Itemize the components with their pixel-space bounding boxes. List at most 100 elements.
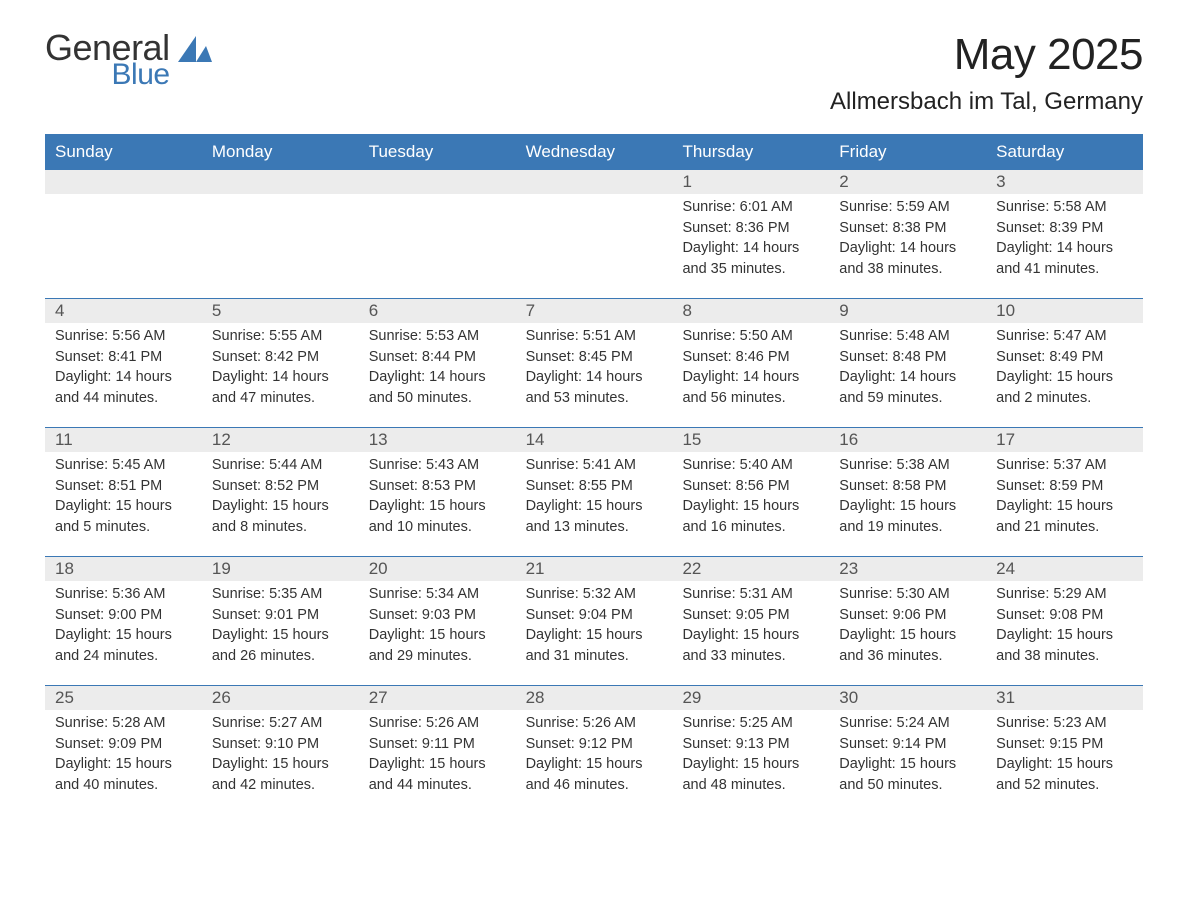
cell-sunrise: Sunrise: 5:28 AM <box>55 714 192 734</box>
cell-sunrise: Sunrise: 5:58 AM <box>996 198 1133 218</box>
cell-daylight1: Daylight: 15 hours <box>526 755 663 775</box>
cell-sunrise: Sunrise: 5:56 AM <box>55 327 192 347</box>
cell-daylight1: Daylight: 15 hours <box>526 497 663 517</box>
cell-daylight1: Daylight: 15 hours <box>212 755 349 775</box>
cell-daylight2: and 21 minutes. <box>996 518 1133 538</box>
calendar-cell: 22Sunrise: 5:31 AMSunset: 9:05 PMDayligh… <box>672 557 829 685</box>
cell-sunset: Sunset: 8:56 PM <box>682 477 819 497</box>
cell-sunset: Sunset: 8:48 PM <box>839 348 976 368</box>
day-number: 3 <box>986 170 1143 194</box>
calendar: Sunday Monday Tuesday Wednesday Thursday… <box>45 134 1143 814</box>
day-number <box>202 170 359 194</box>
cell-sunrise: Sunrise: 5:41 AM <box>526 456 663 476</box>
calendar-cell: 21Sunrise: 5:32 AMSunset: 9:04 PMDayligh… <box>516 557 673 685</box>
cell-sunset: Sunset: 8:59 PM <box>996 477 1133 497</box>
cell-sunrise: Sunrise: 5:48 AM <box>839 327 976 347</box>
cell-sunset: Sunset: 8:55 PM <box>526 477 663 497</box>
day-number: 16 <box>829 428 986 452</box>
day-number: 4 <box>45 299 202 323</box>
cell-daylight1: Daylight: 15 hours <box>55 497 192 517</box>
weeks-container: 1Sunrise: 6:01 AMSunset: 8:36 PMDaylight… <box>45 170 1143 814</box>
cell-daylight2: and 42 minutes. <box>212 776 349 796</box>
cell-daylight1: Daylight: 14 hours <box>369 368 506 388</box>
cell-daylight2: and 29 minutes. <box>369 647 506 667</box>
cell-daylight2: and 38 minutes. <box>839 260 976 280</box>
calendar-cell <box>516 170 673 298</box>
calendar-cell <box>45 170 202 298</box>
day-number: 10 <box>986 299 1143 323</box>
cell-daylight2: and 8 minutes. <box>212 518 349 538</box>
day-number: 14 <box>516 428 673 452</box>
cell-sunset: Sunset: 8:53 PM <box>369 477 506 497</box>
calendar-cell: 9Sunrise: 5:48 AMSunset: 8:48 PMDaylight… <box>829 299 986 427</box>
day-number: 12 <box>202 428 359 452</box>
calendar-cell: 31 Sunrise: 5:23 AMSunset: 9:15 PMDayligh… <box>986 686 1143 814</box>
cell-daylight1: Daylight: 14 hours <box>996 239 1133 259</box>
cell-content: Sunrise: 5:36 AMSunset: 9:00 PMDaylight:… <box>45 585 202 666</box>
day-number: 13 <box>359 428 516 452</box>
cell-sunset: Sunset: 9:04 PM <box>526 606 663 626</box>
cell-daylight2: and 50 minutes. <box>839 776 976 796</box>
cell-sunrise: Sunrise: 5:53 AM <box>369 327 506 347</box>
day-header-thursday: Thursday <box>672 134 829 170</box>
cell-daylight1: Daylight: 14 hours <box>682 239 819 259</box>
cell-daylight2: and 48 minutes. <box>682 776 819 796</box>
title-block: May 2025 Allmersbach im Tal, Germany <box>830 30 1143 116</box>
cell-content: Sunrise: 5:26 AMSunset: 9:12 PMDaylight:… <box>516 714 673 795</box>
cell-daylight1: Daylight: 15 hours <box>369 626 506 646</box>
cell-content: Sunrise: 5:23 AMSunset: 9:15 PMDaylight:… <box>986 714 1143 795</box>
cell-sunset: Sunset: 8:41 PM <box>55 348 192 368</box>
cell-daylight1: Daylight: 14 hours <box>526 368 663 388</box>
week-row: 25Sunrise: 5:28 AMSunset: 9:09 PMDayligh… <box>45 685 1143 814</box>
cell-daylight1: Daylight: 15 hours <box>369 755 506 775</box>
day-number: 9 <box>829 299 986 323</box>
cell-sunrise: Sunrise: 5:29 AM <box>996 585 1133 605</box>
cell-daylight2: and 46 minutes. <box>526 776 663 796</box>
calendar-cell: 13 Sunrise: 5:43 AMSunset: 8:53 PMDayligh… <box>359 428 516 556</box>
cell-content: Sunrise: 5:31 AMSunset: 9:05 PMDaylight:… <box>672 585 829 666</box>
cell-content: Sunrise: 5:38 AMSunset: 8:58 PMDaylight:… <box>829 456 986 537</box>
cell-sunset: Sunset: 8:52 PM <box>212 477 349 497</box>
day-number: 15 <box>672 428 829 452</box>
cell-daylight2: and 35 minutes. <box>682 260 819 280</box>
cell-daylight2: and 13 minutes. <box>526 518 663 538</box>
cell-daylight1: Daylight: 15 hours <box>55 755 192 775</box>
cell-sunset: Sunset: 8:38 PM <box>839 219 976 239</box>
day-number: 7 <box>516 299 673 323</box>
cell-daylight1: Daylight: 15 hours <box>996 368 1133 388</box>
cell-sunrise: Sunrise: 5:40 AM <box>682 456 819 476</box>
cell-content: Sunrise: 5:32 AMSunset: 9:04 PMDaylight:… <box>516 585 673 666</box>
calendar-cell: 4Sunrise: 5:56 AMSunset: 8:41 PMDaylight… <box>45 299 202 427</box>
day-number: 31 <box>986 686 1143 710</box>
calendar-cell: 5Sunrise: 5:55 AMSunset: 8:42 PMDaylight… <box>202 299 359 427</box>
cell-sunrise: Sunrise: 5:26 AM <box>526 714 663 734</box>
cell-sunset: Sunset: 8:36 PM <box>682 219 819 239</box>
day-header-row: Sunday Monday Tuesday Wednesday Thursday… <box>45 134 1143 170</box>
cell-content: Sunrise: 5:50 AMSunset: 8:46 PMDaylight:… <box>672 327 829 408</box>
cell-daylight2: and 41 minutes. <box>996 260 1133 280</box>
calendar-cell: 23Sunrise: 5:30 AMSunset: 9:06 PMDayligh… <box>829 557 986 685</box>
cell-daylight1: Daylight: 14 hours <box>682 368 819 388</box>
day-number <box>359 170 516 194</box>
cell-daylight1: Daylight: 14 hours <box>839 239 976 259</box>
week-row: 1Sunrise: 6:01 AMSunset: 8:36 PMDaylight… <box>45 170 1143 298</box>
cell-daylight1: Daylight: 15 hours <box>839 497 976 517</box>
cell-content: Sunrise: 5:29 AMSunset: 9:08 PMDaylight:… <box>986 585 1143 666</box>
cell-sunrise: Sunrise: 5:23 AM <box>996 714 1133 734</box>
cell-daylight1: Daylight: 15 hours <box>839 626 976 646</box>
day-number: 28 <box>516 686 673 710</box>
day-number: 19 <box>202 557 359 581</box>
cell-sunrise: Sunrise: 5:26 AM <box>369 714 506 734</box>
day-header-tuesday: Tuesday <box>359 134 516 170</box>
day-number: 29 <box>672 686 829 710</box>
cell-daylight2: and 44 minutes. <box>369 776 506 796</box>
cell-daylight2: and 52 minutes. <box>996 776 1133 796</box>
cell-sunrise: Sunrise: 5:30 AM <box>839 585 976 605</box>
day-number: 27 <box>359 686 516 710</box>
calendar-cell: 25Sunrise: 5:28 AMSunset: 9:09 PMDayligh… <box>45 686 202 814</box>
calendar-cell: 14 Sunrise: 5:41 AMSunset: 8:55 PMDayligh… <box>516 428 673 556</box>
cell-sunset: Sunset: 9:09 PM <box>55 735 192 755</box>
cell-sunrise: Sunrise: 5:55 AM <box>212 327 349 347</box>
cell-sunset: Sunset: 8:46 PM <box>682 348 819 368</box>
cell-content: Sunrise: 5:43 AMSunset: 8:53 PMDaylight:… <box>359 456 516 537</box>
